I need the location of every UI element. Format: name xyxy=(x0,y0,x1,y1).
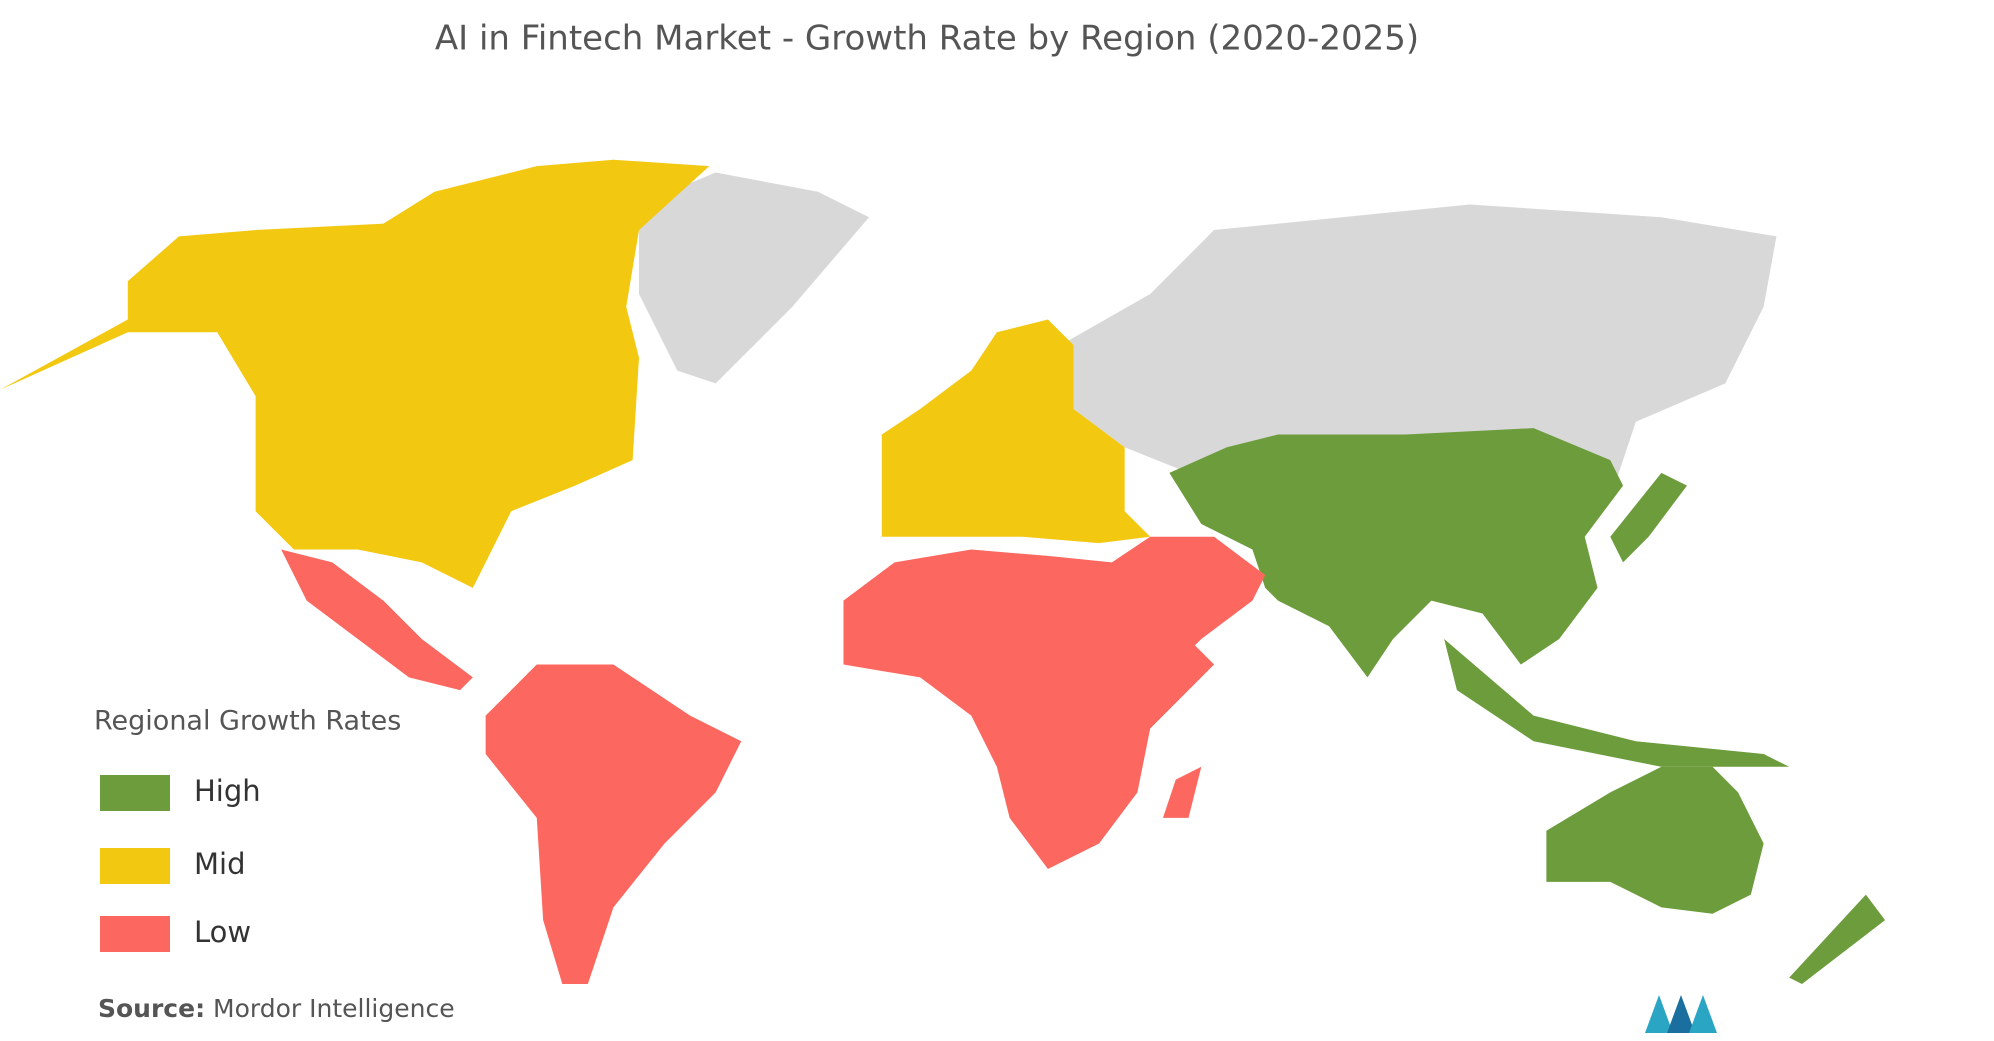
africa xyxy=(843,549,1215,870)
source: Source: Mordor Intelligence xyxy=(98,994,455,1023)
legend-swatch xyxy=(100,775,170,811)
legend-label: Mid xyxy=(194,847,246,881)
russia xyxy=(1060,204,1777,499)
legend-swatch xyxy=(100,848,170,884)
legend-label: High xyxy=(194,774,261,808)
title: AI in Fintech Market - Growth Rate by Re… xyxy=(435,19,1419,59)
legend-title: Regional Growth Rates xyxy=(94,706,401,737)
greenland xyxy=(639,172,870,384)
central-america xyxy=(281,549,473,691)
southeast-asia xyxy=(1444,639,1790,767)
world-map xyxy=(0,159,1886,985)
europe xyxy=(881,319,1151,544)
south-america xyxy=(485,664,742,985)
source-text: Mordor Intelligence xyxy=(213,994,455,1023)
japan xyxy=(1610,472,1687,563)
legend-swatch xyxy=(100,916,170,952)
asia xyxy=(1169,428,1624,678)
new-zealand xyxy=(1789,894,1886,985)
north-america xyxy=(0,159,710,588)
australia xyxy=(1546,766,1764,914)
madagascar xyxy=(1162,766,1202,818)
legend: High Mid Low xyxy=(100,774,261,952)
source-label: Source: xyxy=(98,994,205,1023)
legend-label: Low xyxy=(194,915,251,949)
logo xyxy=(1645,995,1717,1033)
